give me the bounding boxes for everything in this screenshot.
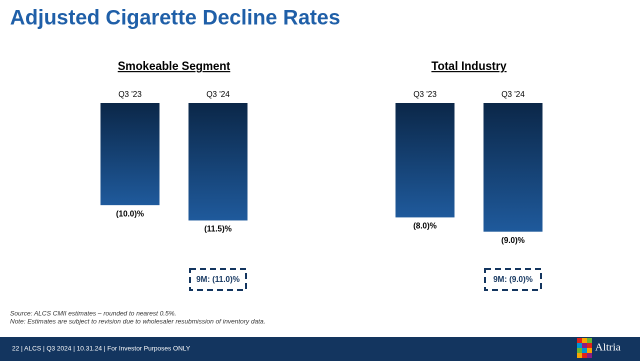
value-label: (11.5)%: [204, 225, 232, 234]
bar: [395, 103, 455, 218]
footer: 22 | ALCS | Q3 2024 | 10.31.24 | For Inv…: [12, 346, 191, 353]
value-label: (9.0)%: [501, 236, 525, 245]
logo-text: Altria: [595, 342, 621, 354]
category-label: Q3 '24: [501, 90, 525, 99]
chart-title: Total Industry: [431, 61, 507, 73]
source: Source: ALCS CMII estimates – rounded to…: [10, 311, 177, 318]
annotation-box: [189, 268, 247, 291]
annotation: 9M: (9.0)%: [493, 275, 533, 284]
annotation-box: [484, 268, 542, 291]
category-label: Q3 '23: [413, 90, 437, 99]
annotation: 9M: (11.0)%: [196, 275, 240, 284]
source: Note: Estimates are subject to revision …: [10, 319, 266, 326]
value-label: (10.0)%: [116, 209, 144, 218]
category-label: Q3 '24: [206, 90, 230, 99]
chart-title: Smokeable Segment: [118, 61, 231, 73]
footer-bar: [0, 337, 640, 361]
logo-mosaic: [577, 338, 592, 358]
bar: [100, 103, 160, 206]
bar: [483, 103, 543, 232]
category-label: Q3 '23: [118, 90, 142, 99]
value-label: (8.0)%: [413, 222, 437, 231]
slide-title: Adjusted Cigarette Decline Rates: [10, 7, 340, 30]
bar: [188, 103, 248, 221]
